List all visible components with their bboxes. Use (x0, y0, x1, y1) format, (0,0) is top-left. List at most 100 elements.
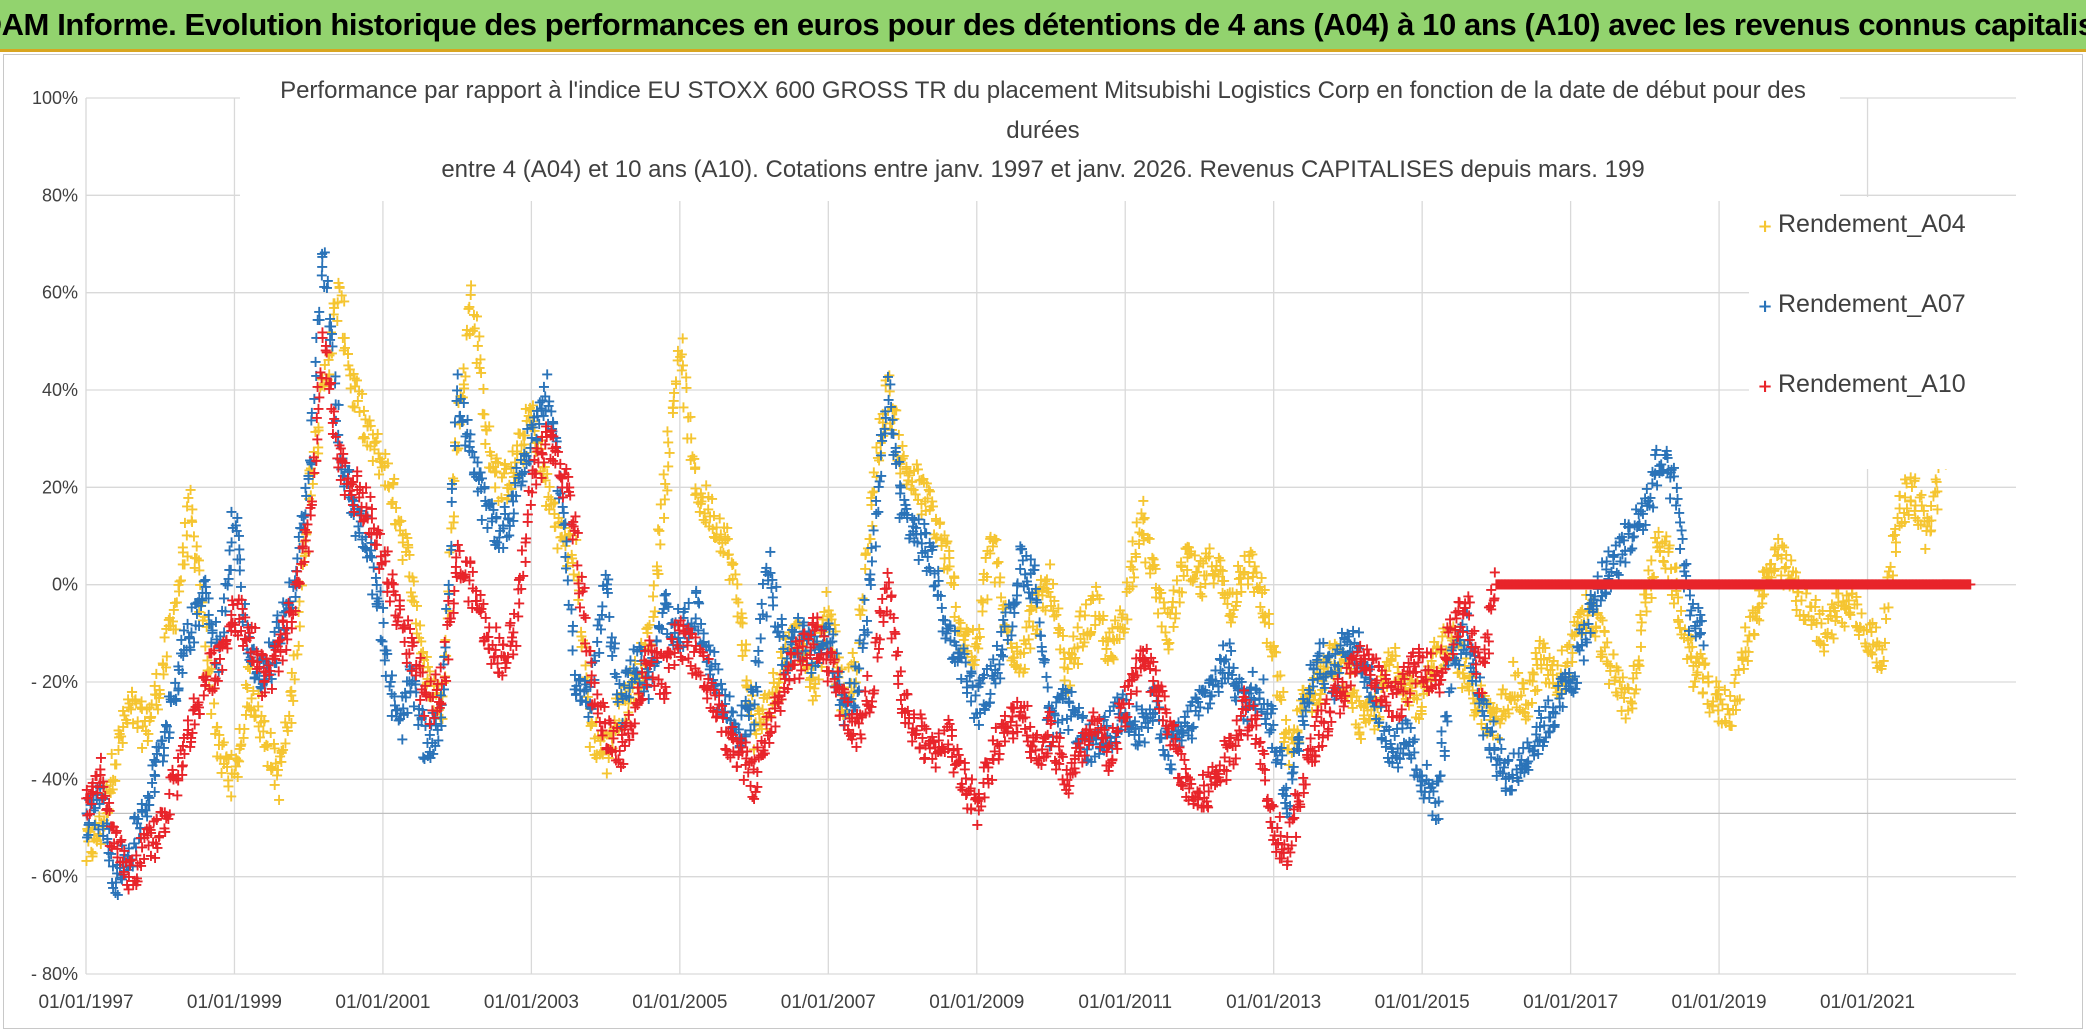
data-point-rendement-a04: + (104, 783, 117, 802)
data-point-rendement-a04: + (160, 646, 173, 665)
data-point-rendement-a07: + (396, 729, 409, 748)
banner-title: ADAM Informe. Evolution historique des p… (0, 7, 2086, 43)
data-point-rendement-a07: + (874, 466, 887, 485)
data-point-rendement-a04: + (89, 814, 102, 833)
data-point-rendement-a04: + (159, 657, 172, 676)
data-point-rendement-a04: + (1071, 654, 1084, 673)
data-point-rendement-a04: + (103, 781, 116, 800)
data-point-rendement-a07: + (163, 723, 176, 742)
data-point-rendement-a04: + (100, 775, 113, 794)
data-point-rendement-a04: + (87, 828, 100, 847)
data-point-rendement-a04: + (101, 803, 114, 822)
data-point-rendement-a10: + (289, 601, 302, 620)
data-point-rendement-a07: + (869, 537, 882, 556)
data-point-rendement-a04: + (135, 691, 148, 710)
data-point-rendement-a10: + (163, 804, 176, 823)
data-point-rendement-a07: + (872, 502, 885, 521)
data-point-rendement-a07: + (451, 365, 464, 384)
y-tick-label: - 80% (31, 964, 78, 984)
data-point-rendement-a07: + (1030, 592, 1043, 611)
data-point-rendement-a04: + (1262, 604, 1275, 623)
data-point-rendement-a07: + (884, 375, 897, 394)
data-point-rendement-a07: + (1646, 497, 1659, 516)
data-point-rendement-a04: + (141, 731, 154, 750)
data-point-rendement-a04: + (188, 558, 201, 577)
chart-panel: 100% 80% 60% 40% 20% 0% - 20% - 40% - 60% - 80% 01… (3, 54, 2083, 1029)
data-point-rendement-a04: + (86, 818, 99, 837)
data-point-rendement-a04: + (90, 831, 103, 850)
data-point-rendement-a07: + (608, 639, 621, 658)
y-tick-label: 0% (52, 575, 78, 595)
data-point-rendement-a04: + (81, 819, 94, 838)
data-point-rendement-a04: + (139, 721, 152, 740)
data-point-rendement-a10: + (327, 409, 340, 428)
x-tick-label: 01/01/2005 (632, 992, 727, 1013)
data-point-rendement-a04: + (102, 799, 115, 818)
data-point-rendement-a10: + (510, 636, 523, 655)
data-point-rendement-a04: + (657, 508, 670, 527)
data-point-rendement-a04: + (174, 571, 187, 590)
data-point-rendement-a04: + (187, 527, 200, 546)
data-point-rendement-a07: + (934, 586, 947, 605)
data-point-rendement-a04: + (100, 804, 113, 823)
data-point-rendement-a04: + (150, 685, 163, 704)
data-point-rendement-a04: + (193, 561, 206, 580)
data-point-rendement-a07: + (751, 682, 764, 701)
data-point-rendement-a04: + (685, 428, 698, 447)
data-point-rendement-a07: + (1697, 635, 1710, 654)
data-point-rendement-a04: + (162, 610, 175, 629)
data-point-rendement-a04: + (178, 554, 191, 573)
data-point-rendement-a07: + (893, 452, 906, 471)
data-point-rendement-a04: + (470, 306, 483, 325)
data-point-rendement-a04: + (167, 619, 180, 638)
data-point-rendement-a04: + (1354, 729, 1367, 748)
data-point-rendement-a04: + (1634, 637, 1647, 656)
data-point-rendement-a04: + (152, 688, 165, 707)
data-point-rendement-a04: + (1258, 580, 1271, 599)
data-point-rendement-a04: + (1162, 639, 1175, 658)
data-point-rendement-a07: + (692, 594, 705, 613)
data-point-rendement-a04: + (143, 711, 156, 730)
data-point-rendement-a04: + (144, 707, 157, 726)
data-point-rendement-a04: + (138, 711, 151, 730)
data-point-rendement-a10: + (617, 754, 630, 773)
data-point-rendement-a04: + (134, 697, 147, 716)
data-point-rendement-a04: + (169, 620, 182, 639)
data-point-rendement-a04: + (990, 530, 1003, 549)
data-point-rendement-a04: + (112, 721, 125, 740)
data-point-rendement-a10: + (867, 681, 880, 700)
data-point-rendement-a07: + (1257, 670, 1270, 689)
data-point-rendement-a04: + (1733, 690, 1746, 709)
data-point-rendement-a04: + (663, 443, 676, 462)
data-point-rendement-a10: + (320, 343, 333, 362)
data-point-rendement-a04: + (140, 699, 153, 718)
data-point-rendement-a04: + (464, 275, 477, 294)
data-point-rendement-a04: + (106, 770, 119, 789)
data-point-rendement-a04: + (288, 669, 301, 688)
data-point-rendement-a07: + (1438, 741, 1451, 760)
data-point-rendement-a10: + (519, 533, 532, 552)
y-tick-label: 60% (42, 283, 78, 303)
data-point-rendement-a07: + (1028, 556, 1041, 575)
data-point-rendement-a04: + (182, 488, 195, 507)
data-point-rendement-a04: + (160, 619, 173, 638)
x-tick-label: 01/01/2021 (1820, 992, 1915, 1013)
x-tick-label: 01/01/2007 (781, 992, 876, 1013)
data-point-rendement-a04: + (109, 771, 122, 790)
data-point-rendement-a04: + (98, 816, 111, 835)
data-point-rendement-a10: + (628, 714, 641, 733)
data-point-rendement-a04: + (110, 754, 123, 773)
data-point-rendement-a04: + (119, 710, 132, 729)
data-point-rendement-a07: + (1639, 515, 1652, 534)
data-point-rendement-a04: + (135, 699, 148, 718)
data-point-rendement-a07: + (764, 542, 777, 561)
data-point-rendement-a04: + (194, 575, 207, 594)
data-point-rendement-a04: + (126, 691, 139, 710)
data-point-rendement-a04: + (136, 716, 149, 735)
data-point-rendement-a04: + (170, 593, 183, 612)
data-point-rendement-a04: + (1267, 642, 1280, 661)
data-point-rendement-a04: + (148, 685, 161, 704)
data-point-rendement-a04: + (237, 728, 250, 747)
data-point-rendement-a04: + (1046, 574, 1059, 593)
data-point-rendement-a07: + (1434, 765, 1447, 784)
